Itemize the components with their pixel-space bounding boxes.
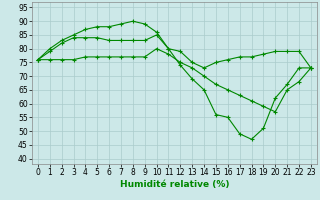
X-axis label: Humidité relative (%): Humidité relative (%) — [120, 180, 229, 189]
